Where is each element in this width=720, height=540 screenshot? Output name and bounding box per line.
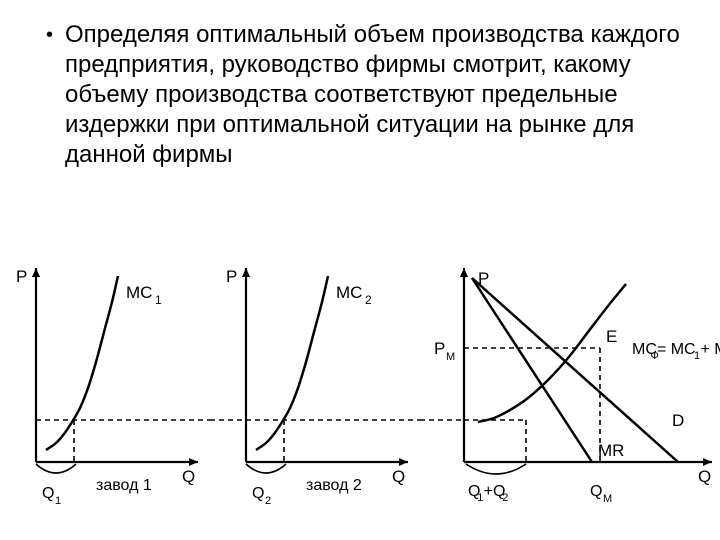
svg-text:Q: Q — [252, 485, 264, 502]
svg-text:MC: MC — [336, 283, 362, 302]
svg-text:MC: MC — [126, 283, 152, 302]
svg-text:2: 2 — [502, 492, 508, 504]
svg-text:Q: Q — [698, 467, 711, 486]
svg-text:1: 1 — [477, 492, 483, 504]
svg-text:= MC: = MC — [657, 341, 696, 358]
chart-market: PQDMREPМMCФ= MC1+ MC2Q1+Q2QМ — [420, 250, 720, 520]
svg-text:М: М — [446, 351, 455, 363]
bullet-text: Определяя оптимальный объем производства… — [65, 20, 680, 170]
svg-text:2: 2 — [265, 495, 271, 507]
svg-text:Q: Q — [182, 467, 195, 486]
svg-text:+ MC: + MC — [700, 341, 720, 358]
svg-text:P: P — [434, 339, 445, 358]
svg-text:Q: Q — [590, 483, 602, 500]
svg-text:М: М — [603, 493, 612, 505]
svg-text:1: 1 — [55, 495, 61, 507]
svg-text:Q: Q — [392, 467, 405, 486]
svg-text:завод 1: завод 1 — [96, 477, 152, 494]
svg-text:1: 1 — [694, 350, 700, 362]
chart-plant-2: PQMC2Q2завод 2 — [210, 250, 420, 520]
svg-text:Q: Q — [42, 485, 54, 502]
svg-text:1: 1 — [155, 293, 162, 307]
svg-text:MR: MR — [598, 441, 624, 460]
chart-plant-1: PQMC1Q1завод 1 — [0, 250, 210, 520]
svg-text:E: E — [606, 327, 617, 346]
svg-text:P: P — [16, 267, 27, 286]
charts-row: PQMC1Q1завод 1 PQMC2Q2завод 2 PQDMREPМMC… — [0, 250, 720, 530]
bullet-item: • Определяя оптимальный объем производст… — [40, 20, 680, 170]
svg-text:P: P — [226, 267, 237, 286]
svg-text:+: + — [484, 483, 493, 500]
svg-text:P: P — [478, 269, 489, 288]
svg-text:2: 2 — [365, 293, 372, 307]
svg-text:завод 2: завод 2 — [306, 477, 362, 494]
bullet-marker: • — [46, 20, 53, 50]
svg-text:D: D — [672, 411, 684, 430]
